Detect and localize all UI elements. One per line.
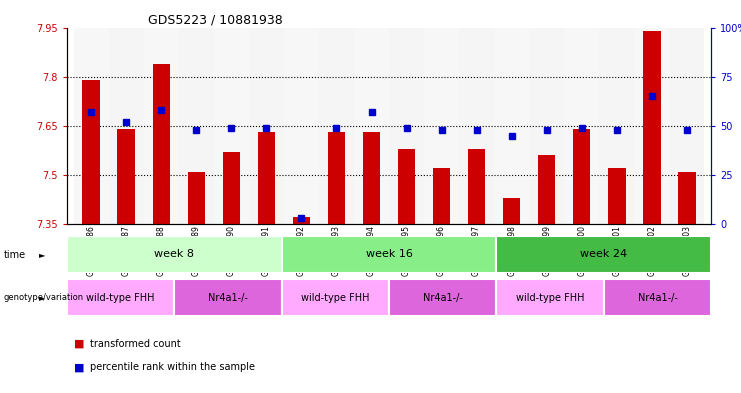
Bar	[459, 28, 494, 224]
Bar	[678, 172, 696, 224]
Bar	[389, 28, 424, 224]
Text: week 16: week 16	[365, 250, 413, 259]
Bar	[187, 172, 205, 224]
Bar	[258, 132, 275, 224]
Bar	[669, 28, 705, 224]
Text: week 8: week 8	[154, 250, 194, 259]
Bar	[249, 28, 284, 224]
Bar	[433, 168, 451, 224]
Bar	[67, 279, 174, 316]
Bar	[468, 149, 485, 224]
Bar	[214, 28, 249, 224]
Bar	[328, 132, 345, 224]
Text: GDS5223 / 10881938: GDS5223 / 10881938	[148, 14, 283, 27]
Bar	[293, 217, 310, 224]
Bar	[282, 236, 496, 273]
Text: Nr4a1-/-: Nr4a1-/-	[423, 293, 462, 303]
Bar	[494, 28, 529, 224]
Bar	[222, 152, 240, 224]
Bar	[564, 28, 599, 224]
Bar	[608, 168, 625, 224]
Bar	[282, 279, 389, 316]
Bar	[424, 28, 459, 224]
Bar	[82, 80, 100, 224]
Bar	[179, 28, 214, 224]
Bar	[174, 279, 282, 316]
Bar	[354, 28, 389, 224]
Text: week 24: week 24	[580, 250, 628, 259]
Text: ■: ■	[74, 362, 84, 373]
Text: ►: ►	[39, 250, 45, 259]
Bar	[109, 28, 144, 224]
Bar	[398, 149, 415, 224]
Bar	[496, 236, 711, 273]
Bar	[284, 28, 319, 224]
Bar	[503, 198, 520, 224]
Bar	[496, 279, 604, 316]
Text: time: time	[4, 250, 26, 260]
Bar	[599, 28, 634, 224]
Text: wild-type FHH: wild-type FHH	[516, 293, 585, 303]
Bar	[319, 28, 354, 224]
Bar	[643, 31, 660, 224]
Text: ►: ►	[39, 294, 45, 302]
Text: Nr4a1-/-: Nr4a1-/-	[638, 293, 677, 303]
Text: ■: ■	[74, 339, 84, 349]
Bar	[634, 28, 669, 224]
Text: Nr4a1-/-: Nr4a1-/-	[208, 293, 247, 303]
Bar	[538, 155, 556, 224]
Text: genotype/variation: genotype/variation	[4, 294, 84, 302]
Bar	[144, 28, 179, 224]
Text: wild-type FHH: wild-type FHH	[301, 293, 370, 303]
Bar	[153, 64, 170, 224]
Text: wild-type FHH: wild-type FHH	[86, 293, 155, 303]
Bar	[604, 279, 711, 316]
Bar	[573, 129, 591, 224]
Bar	[73, 28, 109, 224]
Text: transformed count: transformed count	[90, 339, 181, 349]
Bar	[118, 129, 135, 224]
Bar	[67, 236, 282, 273]
Bar	[389, 279, 496, 316]
Text: percentile rank within the sample: percentile rank within the sample	[90, 362, 256, 373]
Bar	[363, 132, 380, 224]
Bar	[529, 28, 564, 224]
